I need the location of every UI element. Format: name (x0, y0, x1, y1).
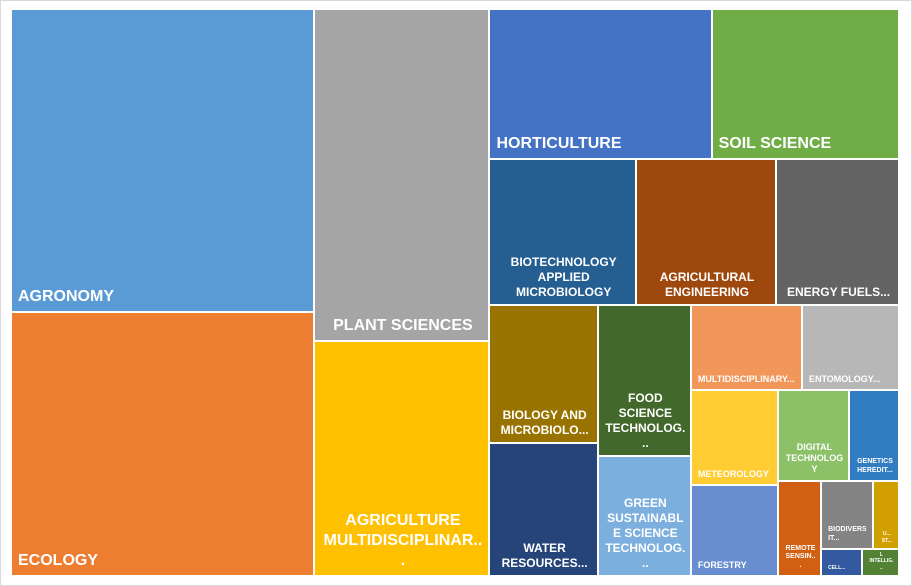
tile-label: U... ST... (881, 531, 892, 544)
treemap-tile: CELL... (821, 548, 862, 576)
treemap-tile: GENETICS HEREDIT... (849, 390, 899, 481)
tile-label: FOOD SCIENCE TECHNOLOG... (605, 391, 686, 451)
tile-label: AGRICULTURE MULTIDISCIPLINAR... (323, 511, 483, 569)
treemap-tile: SOIL SCIENCE (711, 9, 899, 160)
tile-label: ECOLOGY (18, 551, 99, 569)
tile-label: GENETICS HEREDIT... (857, 458, 893, 474)
treemap-tile: GREEN SUSTAINABLE SCIENCE TECHNOLOG... (597, 456, 691, 576)
tile-label: WATER RESOURCES... (501, 540, 588, 570)
tile-label: ENERGY FUELS... (786, 284, 891, 299)
treemap-tile: ENERGY FUELS... (776, 159, 899, 305)
tile-label: BIOLOGY AND MICROBIOLO... (500, 407, 589, 437)
treemap-tile: FORESTRY (690, 484, 778, 576)
tile-label: GREEN SUSTAINABLE SCIENCE TECHNOLOG... (605, 495, 686, 570)
tile-label: MULTIDISCIPLINARY... (697, 374, 795, 385)
treemap-tile: BIOTECHNOLOGY APPLIED MICROBIOLOGY (489, 159, 636, 305)
tile-label: BIODIVERSIT... (828, 526, 867, 543)
tile-label: BIOTECHNOLOGY APPLIED MICROBIOLOGY (510, 254, 617, 299)
tile-label: DIGITAL TECHNOLOGY (785, 441, 844, 475)
treemap-tile: U... ST... (872, 480, 899, 549)
treemap-tile: AGRICULTURE MULTIDISCIPLINAR... (314, 340, 490, 576)
tile-label: ARTIFICIAL INTELLIG... (869, 548, 894, 571)
treemap-tile: FOOD SCIENCE TECHNOLOG... (597, 304, 691, 457)
tile-label: FORESTRY (697, 559, 747, 570)
treemap-tile: ECOLOGY (11, 311, 315, 576)
tile-label: ENTOMOLOGY... (808, 374, 881, 385)
treemap-tile: MULTIDISCIPLINARY... (690, 304, 802, 391)
treemap-tile: PLANT SCIENCES (314, 9, 490, 341)
treemap-tile: REMOTE SENSIN... (777, 480, 822, 576)
tile-label: SOIL SCIENCE (718, 135, 832, 153)
treemap-tile: AGRONOMY (11, 9, 315, 312)
treemap-tile: ARTIFICIAL INTELLIG... (861, 548, 899, 576)
treemap-tile: HORTICULTURE (489, 9, 712, 160)
tile-label: AGRICULTURAL ENGINEERING (659, 269, 755, 299)
tile-label: CELL... (828, 564, 846, 571)
tile-label: METEOROLOGY (697, 468, 769, 479)
tile-label: PLANT SCIENCES (333, 316, 473, 334)
tile-label: REMOTE SENSIN... (785, 544, 816, 570)
tile-label: AGRONOMY (18, 287, 114, 305)
treemap-tile: BIODIVERSIT... (821, 480, 873, 549)
treemap-tile: DIGITAL TECHNOLOGY (777, 390, 849, 481)
treemap-tile: BIOLOGY AND MICROBIOLO... (489, 304, 598, 443)
treemap-tile: ENTOMOLOGY... (801, 304, 899, 391)
treemap-tile: METEOROLOGY (690, 390, 778, 485)
treemap-tile: AGRICULTURAL ENGINEERING (635, 159, 777, 305)
tile-label: HORTICULTURE (496, 135, 622, 153)
treemap-tile: WATER RESOURCES... (489, 442, 598, 576)
